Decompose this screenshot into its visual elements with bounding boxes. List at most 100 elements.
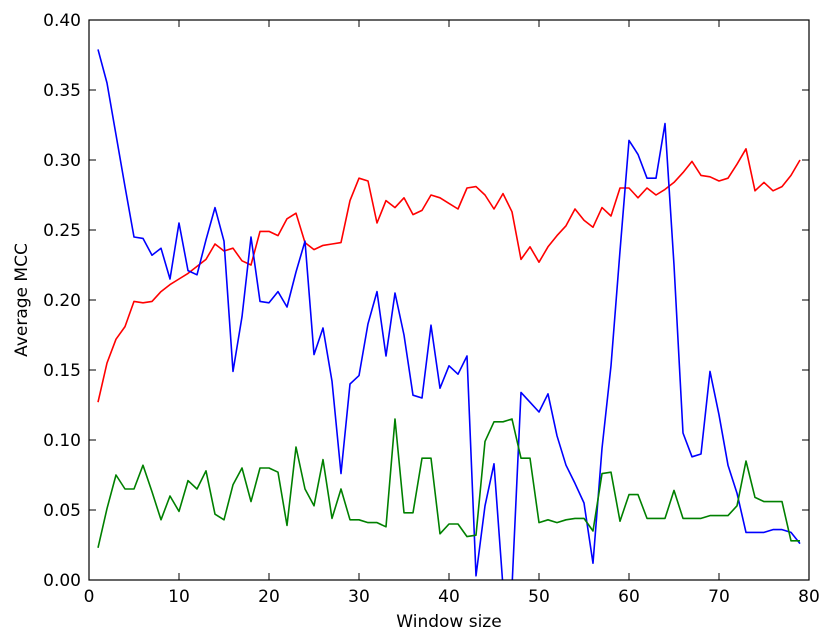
data-point [449, 203, 450, 204]
data-point [566, 225, 567, 226]
data-point [278, 235, 279, 236]
x-axis-label: Window size [396, 612, 501, 632]
data-point [143, 238, 144, 239]
y-tick-label: 0.05 [43, 501, 81, 521]
data-point [782, 501, 783, 502]
data-point [377, 522, 378, 523]
y-tick-label: 0.10 [43, 431, 81, 451]
data-point [683, 172, 684, 173]
data-point [359, 375, 360, 376]
data-point [701, 175, 702, 176]
y-axis-label: Average MCC [12, 243, 32, 357]
data-point [764, 532, 765, 533]
x-tick-label: 10 [168, 587, 190, 607]
y-tick-label: 0.20 [43, 291, 81, 311]
data-point [179, 223, 180, 224]
x-tick-label: 80 [798, 587, 820, 607]
data-point [215, 207, 216, 208]
series-line-1 [97, 49, 801, 580]
data-point [710, 176, 711, 177]
data-point [395, 419, 396, 420]
data-point [557, 435, 558, 436]
series-line-2 [97, 418, 800, 548]
data-point [539, 412, 540, 413]
data-point [674, 182, 675, 183]
data-point [368, 522, 369, 523]
data-point [467, 356, 468, 357]
data-point [242, 468, 243, 469]
data-point [620, 188, 621, 189]
data-point [503, 587, 504, 588]
data-point [728, 465, 729, 466]
data-point [413, 214, 414, 215]
data-point [458, 524, 459, 525]
data-point [584, 518, 585, 519]
data-point [386, 200, 387, 201]
data-point [773, 190, 774, 191]
data-point [413, 512, 414, 513]
data-point [125, 326, 126, 327]
data-point [656, 195, 657, 196]
data-point [251, 265, 252, 266]
data-point [683, 433, 684, 434]
y-tick-label: 0.30 [43, 151, 81, 171]
data-point [440, 533, 441, 534]
data-point [422, 398, 423, 399]
data-point [341, 489, 342, 490]
data-point [611, 472, 612, 473]
data-point [125, 186, 126, 187]
data-point [503, 421, 504, 422]
data-point [791, 175, 792, 176]
data-point [593, 563, 594, 564]
data-point [701, 454, 702, 455]
data-point [323, 328, 324, 329]
data-point [710, 515, 711, 516]
data-point [458, 374, 459, 375]
data-point [584, 503, 585, 504]
data-point [440, 197, 441, 198]
data-point [647, 178, 648, 179]
data-point [107, 363, 108, 364]
y-tick-label: 0.25 [43, 221, 81, 241]
series-layer [97, 49, 801, 588]
data-point [98, 547, 99, 548]
data-point [377, 291, 378, 292]
data-point [305, 241, 306, 242]
data-point [98, 49, 99, 50]
data-point [539, 522, 540, 523]
data-point [494, 463, 495, 464]
data-point [575, 209, 576, 210]
data-point [350, 200, 351, 201]
data-point [197, 489, 198, 490]
data-point [638, 197, 639, 198]
data-point [620, 521, 621, 522]
data-point [161, 519, 162, 520]
data-point [530, 246, 531, 247]
data-point [773, 529, 774, 530]
data-point [719, 181, 720, 182]
data-point [755, 532, 756, 533]
data-point [458, 209, 459, 210]
x-tick-label: 60 [618, 587, 640, 607]
data-point [107, 83, 108, 84]
data-point [746, 148, 747, 149]
y-tick-label: 0.00 [43, 571, 81, 591]
data-point [791, 540, 792, 541]
data-point [161, 291, 162, 292]
data-point [800, 543, 801, 544]
data-point [431, 458, 432, 459]
data-point [323, 459, 324, 460]
data-point [197, 274, 198, 275]
data-point [800, 540, 801, 541]
data-point [152, 301, 153, 302]
data-point [449, 365, 450, 366]
tick-layer: 0 10 20 30 40 50 60 70 80 0.00 0.05 0.10 0.15 0.20 0.2… [43, 11, 820, 607]
data-point [98, 402, 99, 403]
data-point [413, 395, 414, 396]
data-point [665, 518, 666, 519]
data-point [719, 515, 720, 516]
data-point [359, 519, 360, 520]
data-point [179, 511, 180, 512]
data-point [629, 494, 630, 495]
data-point [512, 211, 513, 212]
